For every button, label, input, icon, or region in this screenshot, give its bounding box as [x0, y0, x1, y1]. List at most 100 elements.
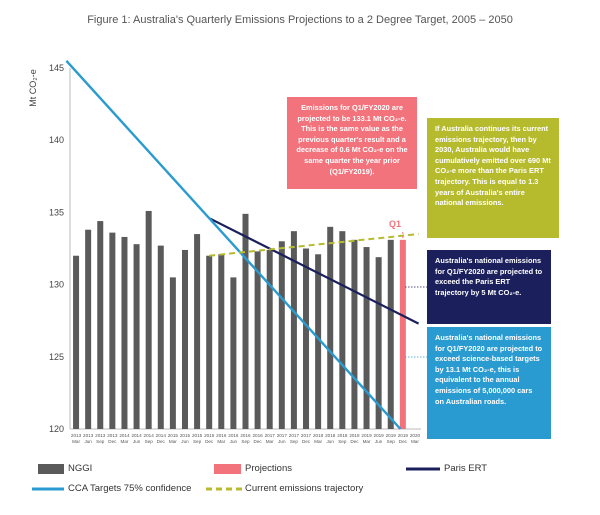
legend-nggi-label: NGGI	[68, 463, 93, 474]
nggi-bar	[194, 234, 201, 429]
science-annotation: Australia's national emissions for Q1/FY…	[427, 327, 551, 439]
x-tick-quarter: Mar	[72, 439, 80, 444]
x-tick-quarter: Jun	[278, 439, 286, 444]
paris-ert-line	[208, 217, 420, 325]
nggi-bar	[315, 254, 322, 429]
x-tick-quarter: Sep	[290, 439, 299, 444]
projection-annotation: Emissions for Q1/FY2020 are projected to…	[287, 97, 417, 189]
legend-paris-label: Paris ERT	[444, 463, 488, 474]
trajectory-annotation: If Australia continues its current emiss…	[427, 118, 559, 238]
x-tick-year: 2014	[144, 433, 155, 438]
nggi-bar	[351, 239, 358, 429]
x-tick-year: 2019	[386, 433, 397, 438]
x-tick-year: 2019	[398, 433, 409, 438]
x-tick-quarter: Jun	[327, 439, 335, 444]
x-tick-quarter: Dec	[108, 439, 117, 444]
nggi-bar	[254, 251, 261, 429]
nggi-bar	[145, 210, 152, 429]
nggi-bar	[133, 244, 140, 429]
x-tick-quarter: Jun	[230, 439, 238, 444]
x-tick-quarter: Sep	[193, 439, 202, 444]
nggi-bar	[169, 277, 176, 429]
nggi-bar	[290, 231, 297, 429]
x-tick-quarter: Sep	[145, 439, 154, 444]
x-tick-year: 2016	[228, 433, 239, 438]
x-tick-labels: 2013Mar2013Jun2013Sep2013Dec2014Mar2014J…	[71, 433, 421, 444]
nggi-bar	[73, 255, 80, 429]
nggi-bar	[303, 248, 310, 429]
q1-marker-label: Q1	[389, 219, 401, 229]
nggi-bar	[266, 249, 273, 429]
x-tick-year: 2013	[71, 433, 82, 438]
nggi-bar	[387, 239, 394, 429]
y-tick-label: 145	[49, 63, 64, 73]
x-tick-quarter: Mar	[411, 439, 419, 444]
x-tick-quarter: Sep	[96, 439, 105, 444]
x-tick-year: 2018	[325, 433, 336, 438]
x-tick-year: 2017	[301, 433, 312, 438]
x-tick-quarter: Jun	[133, 439, 141, 444]
figure-title: Figure 1: Australia's Quarterly Emission…	[87, 14, 513, 26]
x-tick-quarter: Mar	[314, 439, 322, 444]
nggi-bar	[327, 226, 334, 429]
legend-nggi-swatch	[38, 464, 64, 474]
x-tick-quarter: Mar	[217, 439, 225, 444]
nggi-bar	[206, 255, 213, 429]
x-tick-year: 2014	[119, 433, 130, 438]
y-tick-label: 120	[49, 424, 64, 434]
x-tick-year: 2015	[180, 433, 191, 438]
lines	[65, 59, 427, 430]
nggi-bar	[218, 254, 225, 429]
x-tick-quarter: Mar	[363, 439, 371, 444]
x-tick-quarter: Jun	[84, 439, 92, 444]
x-tick-quarter: Mar	[121, 439, 129, 444]
nggi-bar	[181, 249, 188, 429]
x-tick-quarter: Dec	[350, 439, 359, 444]
x-tick-year: 2017	[289, 433, 300, 438]
nggi-bar	[109, 232, 116, 429]
legend-projections-swatch	[214, 464, 241, 474]
paris-annotation: Australia's national emissions for Q1/FY…	[427, 250, 551, 324]
legend-projections-label: Projections	[245, 463, 292, 474]
x-tick-quarter: Dec	[254, 439, 263, 444]
bars	[73, 210, 406, 429]
x-tick-quarter: Mar	[169, 439, 177, 444]
x-tick-year: 2020	[410, 433, 421, 438]
nggi-bar	[242, 213, 249, 429]
x-tick-quarter: Jun	[181, 439, 189, 444]
x-tick-year: 2015	[192, 433, 203, 438]
x-tick-year: 2014	[131, 433, 142, 438]
projection-bar	[399, 239, 406, 429]
y-tick-label: 130	[49, 280, 64, 290]
y-tick-label: 125	[49, 352, 64, 362]
x-tick-year: 2015	[168, 433, 179, 438]
x-tick-quarter: Mar	[266, 439, 274, 444]
x-tick-year: 2016	[216, 433, 227, 438]
nggi-bar	[363, 247, 370, 429]
nggi-bar	[85, 229, 92, 429]
nggi-bar	[375, 257, 382, 429]
y-axis-label: Mt CO₂-e	[28, 69, 38, 107]
nggi-bar	[278, 241, 285, 429]
x-tick-year: 2018	[337, 433, 348, 438]
current-trajectory-line	[209, 233, 419, 257]
x-tick-year: 2018	[313, 433, 324, 438]
nggi-bar	[121, 236, 128, 429]
x-tick-year: 2013	[95, 433, 106, 438]
x-tick-year: 2015	[204, 433, 215, 438]
x-tick-quarter: Sep	[387, 439, 396, 444]
y-tick-label: 140	[49, 135, 64, 145]
x-tick-year: 2017	[277, 433, 288, 438]
nggi-bar	[230, 277, 237, 429]
x-tick-year: 2019	[361, 433, 372, 438]
y-tick-label: 135	[49, 207, 64, 217]
legend-marks	[32, 464, 440, 491]
x-tick-year: 2016	[252, 433, 263, 438]
x-tick-quarter: Dec	[157, 439, 166, 444]
nggi-bar	[339, 231, 346, 429]
nggi-bar	[157, 245, 164, 429]
x-tick-year: 2013	[107, 433, 118, 438]
legend-trajectory-label: Current emissions trajectory	[245, 483, 364, 494]
x-tick-year: 2018	[349, 433, 360, 438]
cca-targets-line	[65, 59, 402, 430]
